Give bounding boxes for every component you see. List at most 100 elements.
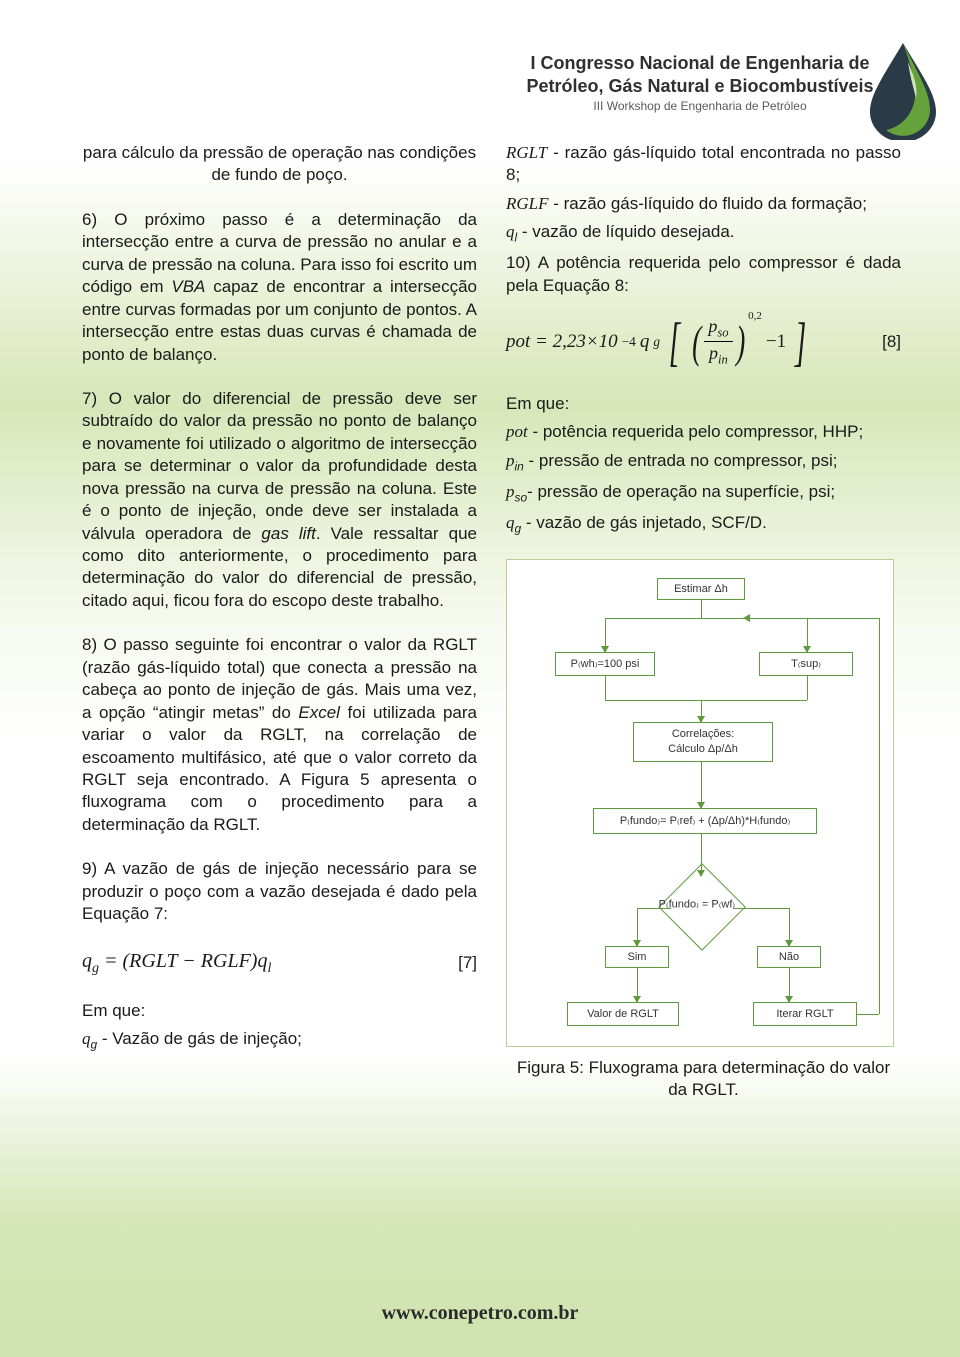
rglf-sym: RGLF xyxy=(506,194,549,213)
step-8: 8) O passo seguinte foi encontrar o valo… xyxy=(82,634,477,836)
eq8-frac: pso pin xyxy=(704,315,732,368)
eq8-rbrak: ] xyxy=(795,317,807,367)
rglf-text: - razão gás-líquido do fluido da formaçã… xyxy=(549,194,867,213)
pot-sym: pot xyxy=(506,422,528,441)
equation-8: pot = 2,23×10−4 qg [ ( pso pin ) 0,2 −1 … xyxy=(506,315,901,368)
em-que-right: Em que: xyxy=(506,393,901,415)
pin-text: - pressão de entrada no compressor, psi; xyxy=(524,451,838,470)
figure-5-caption: Figura 5: Fluxograma para determinação d… xyxy=(506,1057,901,1102)
flow-arrowhead-icon xyxy=(633,996,641,1003)
flow-arrow xyxy=(733,908,789,909)
eq7-ql-sub: l xyxy=(267,961,271,976)
eq8-frac-top-sub: so xyxy=(717,326,728,340)
flow-estimar: Estimar Δh xyxy=(657,578,745,600)
step-8-b: foi utilizada para variar o valor da RGL… xyxy=(82,703,477,834)
flow-arrow xyxy=(807,676,808,700)
eq8-pow: 0,2 xyxy=(748,309,762,324)
step-10: 10) A potência requerida pelo compressor… xyxy=(506,252,901,297)
page-header: I Congresso Nacional de Engenharia de Pe… xyxy=(520,52,880,113)
header-line-1: I Congresso Nacional de Engenharia de xyxy=(520,52,880,75)
eq8-exp: −4 xyxy=(622,333,636,351)
eq8-frac-top: p xyxy=(708,316,717,336)
eq7-q: q xyxy=(82,950,92,972)
ql-text: - vazão de líquido desejada. xyxy=(517,222,734,241)
flow-arrow xyxy=(637,908,671,909)
def-rglt: RGLT - razão gás-líquido total encontrad… xyxy=(506,142,901,187)
pso-text: - pressão de operação na superfície, psi… xyxy=(527,482,835,501)
eq8-frac-bot-sub: in xyxy=(718,353,728,367)
flow-arrowhead-icon xyxy=(633,940,641,947)
flow-decision-label: P₍fundo₎ = P₍wf₎ xyxy=(655,897,739,912)
flow-arrowhead-icon xyxy=(785,996,793,1003)
flow-pwh: P₍wh₎=100 psi xyxy=(555,652,655,676)
eq7-q-sub: g xyxy=(92,961,99,976)
ql-sym: q xyxy=(506,222,515,241)
excel-text: Excel xyxy=(298,703,340,722)
def-qg-right: qg - vazão de gás injetado, SCF/D. xyxy=(506,512,901,537)
step-7-a: 7) O valor do diferencial de pressão dev… xyxy=(82,389,477,543)
eq8-qsub: g xyxy=(653,333,660,351)
vba-text: VBA xyxy=(171,277,205,296)
flow-nao: Não xyxy=(757,946,821,968)
left-column: para cálculo da pressão de operação nas … xyxy=(82,142,477,1060)
eq8-number: [8] xyxy=(882,331,901,353)
flow-arrowhead-icon xyxy=(803,646,811,653)
flow-arrowhead-icon xyxy=(697,870,705,877)
eq8-lbrak: [ xyxy=(669,317,681,367)
flow-arrowhead-icon xyxy=(785,940,793,947)
em-que-left: Em que: xyxy=(82,1000,477,1022)
eq8-lhs: pot = 2,23×10 xyxy=(506,329,618,354)
flowchart: Estimar Δh P₍wh₎=100 psi T₍sup₎ Correlaç… xyxy=(506,559,894,1047)
flow-correl: Correlações: Cálculo Δp/Δh xyxy=(633,722,773,762)
flow-arrow xyxy=(857,1014,879,1015)
pot-text: - potência requerida pelo compressor, HH… xyxy=(528,422,863,441)
right-column: RGLT - razão gás-líquido total encontrad… xyxy=(506,142,901,1102)
eq8-q: q xyxy=(640,329,650,354)
rglt-sym: RGLT xyxy=(506,143,547,162)
intro-text: para cálculo da pressão de operação nas … xyxy=(82,142,477,187)
eq7-body: = (RGLT − RGLF)q xyxy=(99,950,267,972)
def-qg-text: - Vazão de gás de injeção; xyxy=(97,1029,302,1048)
header-line-2: Petróleo, Gás Natural e Biocombustíveis xyxy=(520,75,880,98)
rglt-text: - razão gás-líquido total encontrada no … xyxy=(506,143,901,184)
eq8-frac-bot: p xyxy=(709,343,718,363)
step-7: 7) O valor do diferencial de pressão dev… xyxy=(82,388,477,612)
def-qg-left: qg - Vazão de gás de injeção; xyxy=(82,1028,477,1053)
def-rglf: RGLF - razão gás-líquido do fluido da fo… xyxy=(506,193,901,215)
eq8-rparen: ) xyxy=(736,321,745,363)
flow-sim: Sim xyxy=(605,946,669,968)
flow-tsup: T₍sup₎ xyxy=(759,652,853,676)
flow-arrowhead-icon xyxy=(697,802,705,809)
flow-arrow xyxy=(745,618,879,619)
footer-url: www.conepetro.com.br xyxy=(0,1302,960,1325)
flow-iterar: Iterar RGLT xyxy=(753,1002,857,1026)
gaslift-text: gas lift xyxy=(261,524,315,543)
step-9: 9) A vazão de gás de injeção necessário … xyxy=(82,858,477,925)
flow-arrow xyxy=(879,618,880,1014)
eq8-minus1: −1 xyxy=(766,329,786,354)
flow-arrow xyxy=(605,700,807,701)
eq8-lparen: ( xyxy=(692,321,701,363)
def-pso: pso- pressão de operação na superfície, … xyxy=(506,481,901,506)
droplet-logo-icon xyxy=(864,40,942,140)
pso-sub: so xyxy=(515,490,528,504)
qg-text: - vazão de gás injetado, SCF/D. xyxy=(521,513,767,532)
pin-sub: in xyxy=(515,459,524,473)
step-6: 6) O próximo passo é a determinação da i… xyxy=(82,209,477,366)
header-sub: III Workshop de Engenharia de Petróleo xyxy=(520,99,880,113)
pin-sym: p xyxy=(506,451,515,470)
pso-sym: p xyxy=(506,482,515,501)
flow-arrow xyxy=(701,600,702,618)
def-pin: pin - pressão de entrada no compressor, … xyxy=(506,450,901,475)
flow-arrowhead-icon xyxy=(743,614,750,622)
flow-pfundo: P₍fundo₎= P₍ref₎ + (Δp/Δh)*H₍fundo₎ xyxy=(593,808,817,834)
def-pot: pot - potência requerida pelo compressor… xyxy=(506,421,901,443)
qg-sym: q xyxy=(506,513,515,532)
flow-arrowhead-icon xyxy=(601,646,609,653)
def-ql: ql - vazão de líquido desejada. xyxy=(506,221,901,246)
eq7-number: [7] xyxy=(458,952,477,974)
flow-arrowhead-icon xyxy=(697,716,705,723)
flow-arrow xyxy=(605,676,606,700)
flow-valor: Valor de RGLT xyxy=(567,1002,679,1026)
equation-7: qg = (RGLT − RGLF)ql [7] xyxy=(82,948,477,978)
